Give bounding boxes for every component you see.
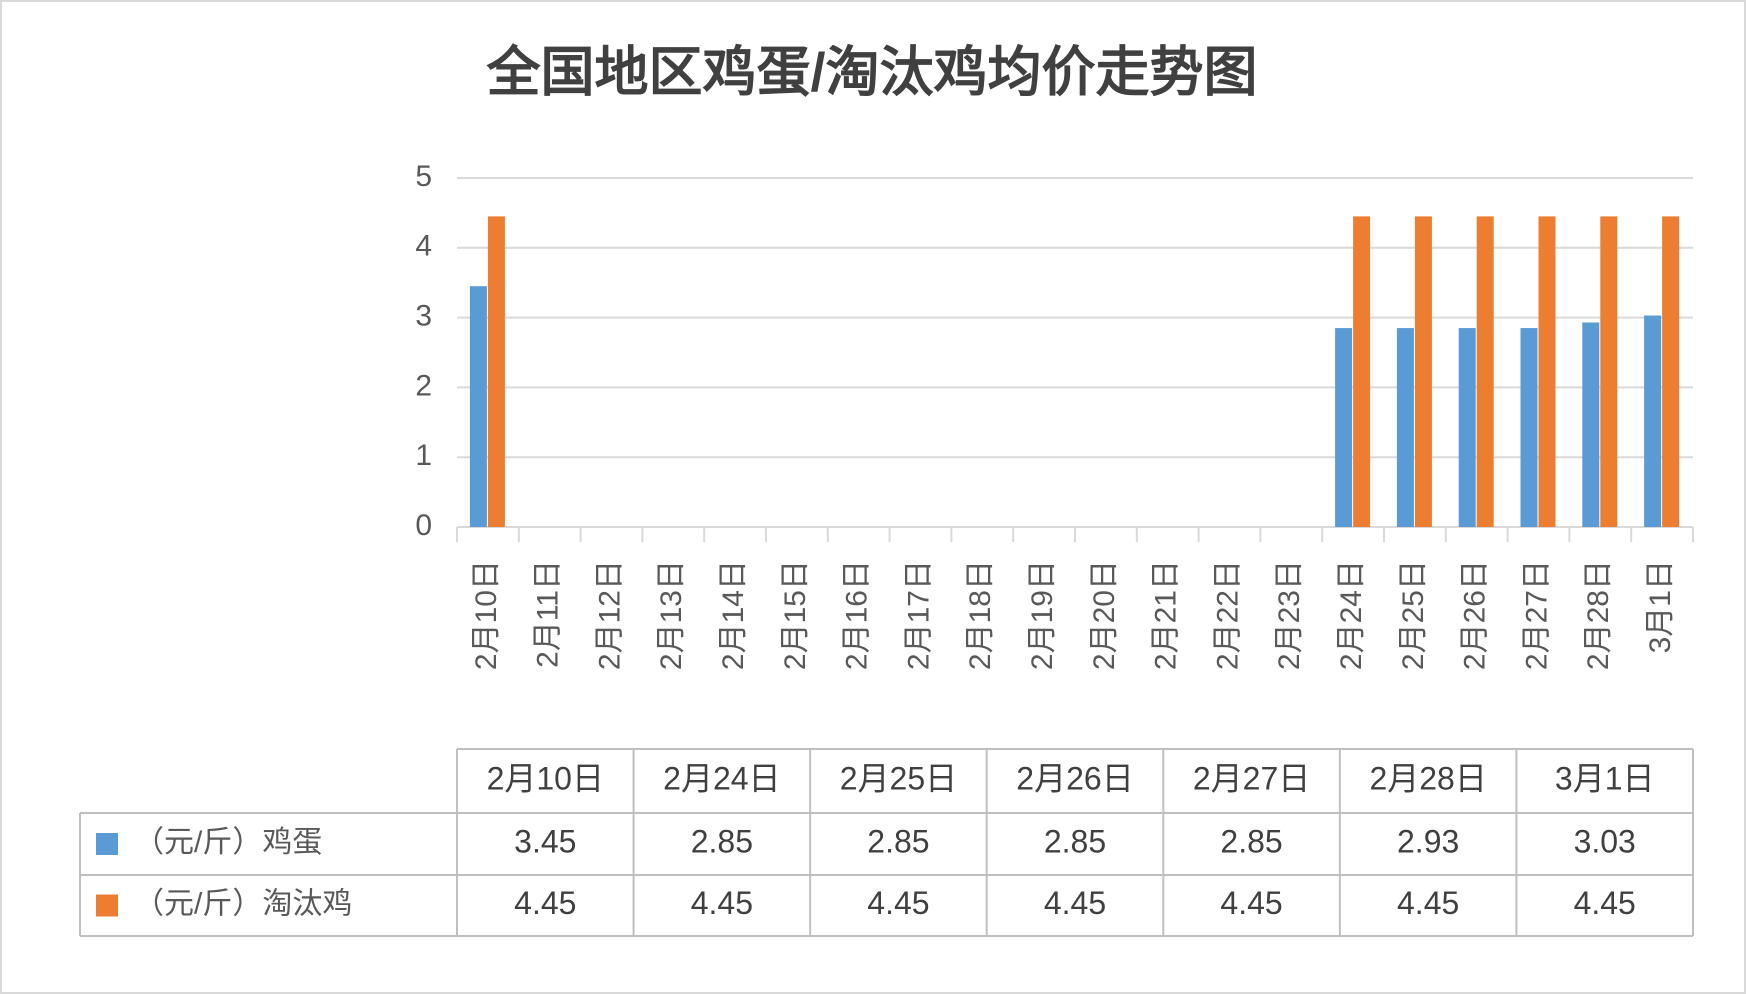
table-header: 2月28日 [1369,760,1486,796]
x-tick-label: 2月27日 [1520,560,1553,670]
table-value: 2.85 [691,823,753,859]
bar [1335,328,1353,527]
table-value: 4.45 [1044,885,1106,921]
x-tick-label: 2月23日 [1273,560,1306,670]
table-value: 4.45 [514,885,576,921]
bar [469,286,487,527]
table-value: 4.45 [867,885,929,921]
table-value: 4.45 [1574,885,1636,921]
y-tick-label: 5 [415,160,432,193]
table-header: 3月1日 [1555,760,1655,796]
legend-label: （元/斤）淘汰鸡 [134,887,352,920]
bar [1582,322,1600,527]
x-tick-label: 2月15日 [779,560,812,670]
y-tick-label: 1 [415,439,432,472]
bar [1644,315,1662,527]
table-value: 2.85 [1044,823,1106,859]
table-value: 4.45 [691,885,753,921]
table-header: 2月10日 [487,760,604,796]
x-tick-label: 2月28日 [1582,560,1615,670]
bar [1458,328,1476,527]
bar [1662,216,1680,527]
x-tick-label: 3月1日 [1644,560,1677,653]
table-value: 2.93 [1397,823,1459,859]
x-tick-label: 2月26日 [1459,560,1492,670]
table-value: 4.45 [1397,885,1459,921]
legend-swatch [96,833,118,855]
bar [1538,216,1556,527]
x-tick-label: 2月24日 [1335,560,1368,670]
x-tick-label: 2月21日 [1150,560,1183,670]
bar [1396,328,1414,527]
table-value: 3.45 [514,823,576,859]
table-value: 2.85 [867,823,929,859]
table-value: 2.85 [1220,823,1282,859]
x-tick-label: 2月18日 [964,560,997,670]
table-header: 2月27日 [1193,760,1310,796]
x-tick-label: 2月11日 [532,560,565,668]
chart-title: 全国地区鸡蛋/淘汰鸡均价走势图 [485,42,1257,102]
y-tick-label: 2 [415,369,432,402]
legend-swatch [96,894,118,917]
x-tick-label: 2月19日 [1026,560,1059,670]
x-tick-label: 2月10日 [470,560,503,670]
y-tick-label: 3 [415,300,432,333]
x-tick-label: 2月22日 [1211,560,1244,670]
legend-label: （元/斤）鸡蛋 [134,826,322,859]
x-tick-label: 2月17日 [902,560,935,670]
x-tick-label: 2月20日 [1088,560,1121,670]
x-tick-label: 2月12日 [593,560,626,670]
x-tick-label: 2月25日 [1397,560,1430,670]
x-tick-label: 2月16日 [841,560,874,670]
bar [487,216,505,527]
bar [1353,216,1371,527]
table-header: 2月26日 [1016,760,1133,796]
table-header: 2月25日 [840,760,957,796]
table-header: 2月24日 [663,760,780,796]
y-tick-label: 0 [415,509,432,542]
table-value: 4.45 [1220,885,1282,921]
table-value: 3.03 [1574,823,1636,859]
bar [1600,216,1618,527]
bar [1520,328,1538,527]
bar [1414,216,1432,527]
y-tick-label: 4 [415,230,432,263]
bar [1476,216,1494,527]
x-tick-label: 2月14日 [717,560,750,670]
x-tick-label: 2月13日 [655,560,688,670]
